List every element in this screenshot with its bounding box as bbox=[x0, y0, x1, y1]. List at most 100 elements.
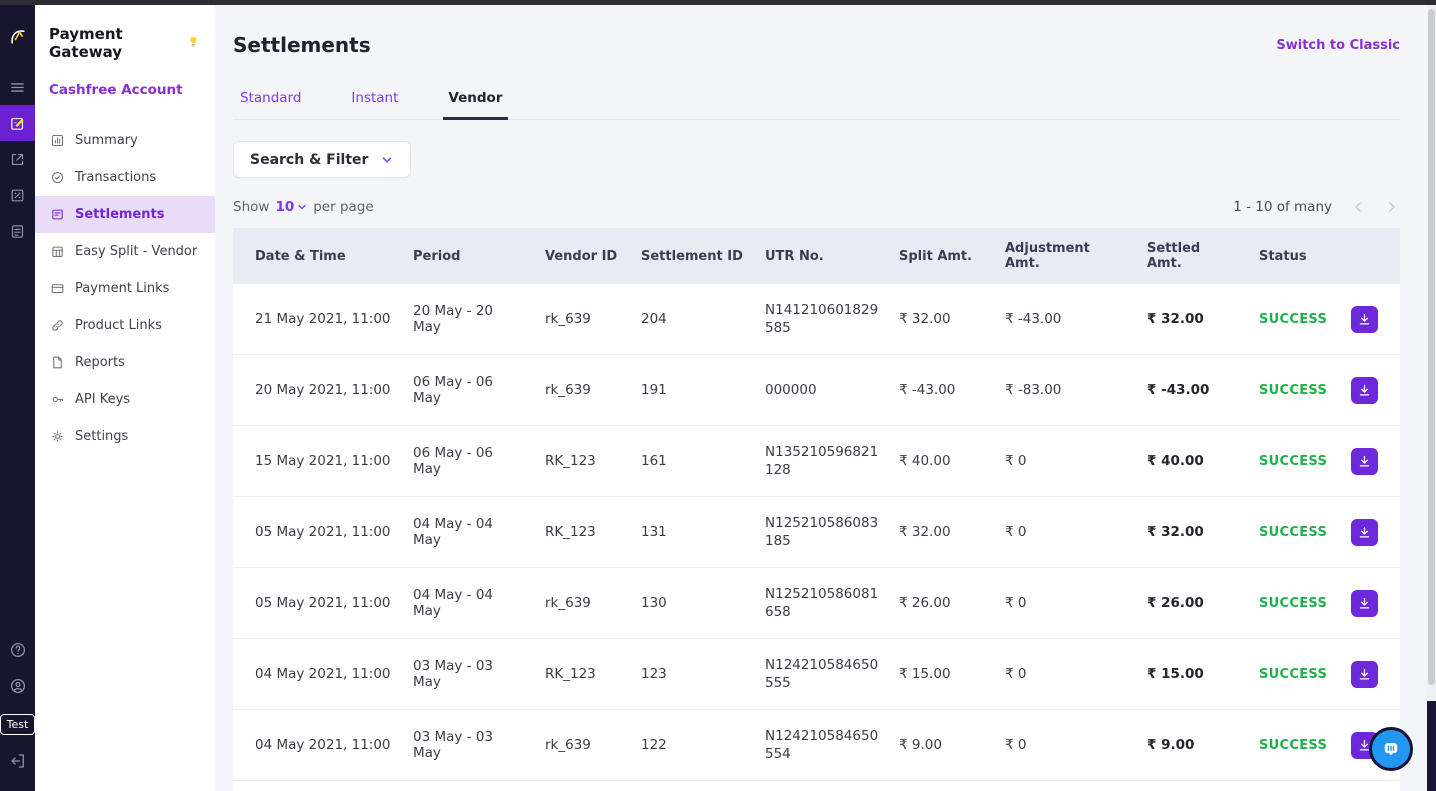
cell-date-time: 20 May 2021, 11:00 bbox=[233, 354, 403, 426]
sidebar-item-label: Settings bbox=[75, 429, 129, 444]
cell-split-amt: ₹ 32.00 bbox=[889, 496, 995, 568]
table-row[interactable]: 20 May 2021, 11:00 06 May - 06 May rk_63… bbox=[233, 354, 1400, 426]
sidebar-item-label: API Keys bbox=[75, 392, 131, 407]
table-row[interactable]: 05 May 2021, 11:00 04 May - 04 May rk_63… bbox=[233, 567, 1400, 639]
cell-status: SUCCESS bbox=[1249, 354, 1341, 426]
settlements-table-body: 21 May 2021, 11:00 20 May - 20 May rk_63… bbox=[233, 284, 1400, 791]
cell-adjustment-amt: ₹ -83.00 bbox=[995, 354, 1137, 426]
cashfree-logo-icon[interactable] bbox=[8, 27, 28, 51]
cell-settlement-id: 191 bbox=[631, 354, 755, 426]
cell-settlement-id: 130 bbox=[631, 567, 755, 639]
settlement-tabs: Standard Instant Vendor bbox=[233, 90, 1400, 120]
offers-icon[interactable] bbox=[0, 177, 35, 213]
download-report-button[interactable] bbox=[1351, 518, 1378, 546]
chevron-right-icon bbox=[1389, 202, 1395, 212]
cell-date-time: 04 May 2021, 11:00 bbox=[233, 638, 403, 710]
cell-settlement-id: 123 bbox=[631, 638, 755, 710]
tab-vendor[interactable]: Vendor bbox=[443, 90, 508, 120]
download-report-button[interactable] bbox=[1351, 660, 1378, 688]
chevron-down-icon bbox=[380, 153, 394, 167]
link-icon bbox=[49, 318, 65, 334]
cell-settlement-id: 204 bbox=[631, 284, 755, 355]
cell-actions bbox=[1341, 284, 1400, 355]
logout-icon[interactable] bbox=[0, 743, 35, 779]
cell-settled-amt: ₹ 32.00 bbox=[1137, 496, 1249, 568]
next-page-button[interactable] bbox=[1384, 199, 1400, 215]
table-row[interactable]: 30 Apr 2021, 11:00 29 Apr - 29 Apr RK_12… bbox=[233, 780, 1400, 791]
scrollbar-thumb[interactable] bbox=[1428, 9, 1435, 685]
sidebar-item-transactions[interactable]: Transactions bbox=[35, 159, 215, 196]
table-row[interactable]: 04 May 2021, 11:00 03 May - 03 May rk_63… bbox=[233, 709, 1400, 781]
prev-page-button[interactable] bbox=[1350, 199, 1366, 215]
account-icon[interactable] bbox=[0, 668, 35, 704]
table-row[interactable]: 05 May 2021, 11:00 04 May - 04 May RK_12… bbox=[233, 496, 1400, 568]
help-icon[interactable] bbox=[0, 632, 35, 668]
main-content: Settlements Switch to Classic Standard I… bbox=[215, 5, 1436, 791]
page-size-select[interactable]: 10 bbox=[275, 199, 308, 215]
sidebar-item-settlements[interactable]: Settlements bbox=[35, 196, 215, 233]
download-report-button[interactable] bbox=[1351, 447, 1378, 475]
subscriptions-icon[interactable] bbox=[0, 213, 35, 249]
cell-settled-amt: ₹ -43.00 bbox=[1137, 354, 1249, 426]
cell-vendor-id: RK_123 bbox=[535, 425, 631, 497]
search-filter-button[interactable]: Search & Filter bbox=[233, 141, 412, 178]
download-report-button[interactable] bbox=[1351, 589, 1378, 617]
sidebar-item-product-links[interactable]: Product Links bbox=[35, 307, 215, 344]
cell-status: SUCCESS bbox=[1249, 567, 1341, 639]
file-icon bbox=[49, 355, 65, 371]
test-mode-badge[interactable]: Test bbox=[0, 714, 36, 735]
cell-split-amt: ₹ 26.00 bbox=[889, 567, 995, 639]
column-header-adjustment-amt: Adjustment Amt. bbox=[995, 228, 1137, 284]
sidebar-nav: Summary Transactions bbox=[35, 122, 215, 455]
status-badge: SUCCESS bbox=[1259, 525, 1328, 540]
cell-vendor-id: RK_123 bbox=[535, 780, 631, 791]
cell-actions bbox=[1341, 780, 1400, 791]
status-badge: SUCCESS bbox=[1259, 596, 1328, 611]
cell-utr-no: N125210586083185 bbox=[755, 496, 889, 568]
tab-instant[interactable]: Instant bbox=[351, 90, 399, 106]
per-page-label: per page bbox=[313, 199, 374, 215]
column-header-split-amt: Split Amt. bbox=[889, 228, 995, 284]
grid-icon bbox=[49, 244, 65, 260]
download-icon bbox=[1359, 668, 1370, 679]
table-row[interactable]: 15 May 2021, 11:00 06 May - 06 May RK_12… bbox=[233, 425, 1400, 497]
sidebar-item-summary[interactable]: Summary bbox=[35, 122, 215, 159]
column-header-period: Period bbox=[403, 228, 535, 284]
sidebar-item-settings[interactable]: Settings bbox=[35, 418, 215, 455]
cell-actions bbox=[1341, 638, 1400, 710]
cell-period: 20 May - 20 May bbox=[403, 284, 535, 355]
status-badge: SUCCESS bbox=[1259, 383, 1328, 398]
download-report-button[interactable] bbox=[1351, 305, 1378, 333]
sidebar-item-reports[interactable]: Reports bbox=[35, 344, 215, 381]
sidebar-item-easy-split-vendor[interactable]: Easy Split - Vendor bbox=[35, 233, 215, 270]
column-header-actions bbox=[1341, 228, 1400, 284]
cell-period: 04 May - 04 May bbox=[403, 496, 535, 568]
sidebar: Payment Gateway Cashfree Account bbox=[35, 5, 215, 791]
cell-date-time: 15 May 2021, 11:00 bbox=[233, 425, 403, 497]
table-row[interactable]: 21 May 2021, 11:00 20 May - 20 May rk_63… bbox=[233, 284, 1400, 355]
table-row[interactable]: 04 May 2021, 11:00 03 May - 03 May RK_12… bbox=[233, 638, 1400, 710]
sidebar-item-label: Product Links bbox=[75, 318, 162, 333]
cell-date-time: 05 May 2021, 11:00 bbox=[233, 496, 403, 568]
key-icon bbox=[49, 392, 65, 408]
chat-widget-button[interactable] bbox=[1369, 727, 1413, 771]
cell-vendor-id: rk_639 bbox=[535, 709, 631, 781]
menu-icon[interactable] bbox=[0, 69, 35, 105]
cell-vendor-id: RK_123 bbox=[535, 496, 631, 568]
vertical-scrollbar[interactable] bbox=[1427, 5, 1436, 791]
sidebar-item-payment-links[interactable]: Payment Links bbox=[35, 270, 215, 307]
search-filter-label: Search & Filter bbox=[250, 151, 369, 168]
cell-vendor-id: rk_639 bbox=[535, 354, 631, 426]
cell-adjustment-amt: ₹ 0 bbox=[995, 567, 1137, 639]
cell-period: 03 May - 03 May bbox=[403, 638, 535, 710]
download-report-button[interactable] bbox=[1351, 376, 1378, 404]
cell-date-time: 21 May 2021, 11:00 bbox=[233, 284, 403, 355]
payment-gateway-icon[interactable] bbox=[0, 105, 35, 141]
payouts-icon[interactable] bbox=[0, 141, 35, 177]
sidebar-item-api-keys[interactable]: API Keys bbox=[35, 381, 215, 418]
tab-standard[interactable]: Standard bbox=[240, 90, 302, 106]
account-selector[interactable]: Cashfree Account bbox=[49, 82, 183, 98]
cell-utr-no: N124210584650555 bbox=[755, 638, 889, 710]
circle-check-icon bbox=[49, 170, 65, 186]
switch-to-classic-link[interactable]: Switch to Classic bbox=[1276, 37, 1400, 53]
